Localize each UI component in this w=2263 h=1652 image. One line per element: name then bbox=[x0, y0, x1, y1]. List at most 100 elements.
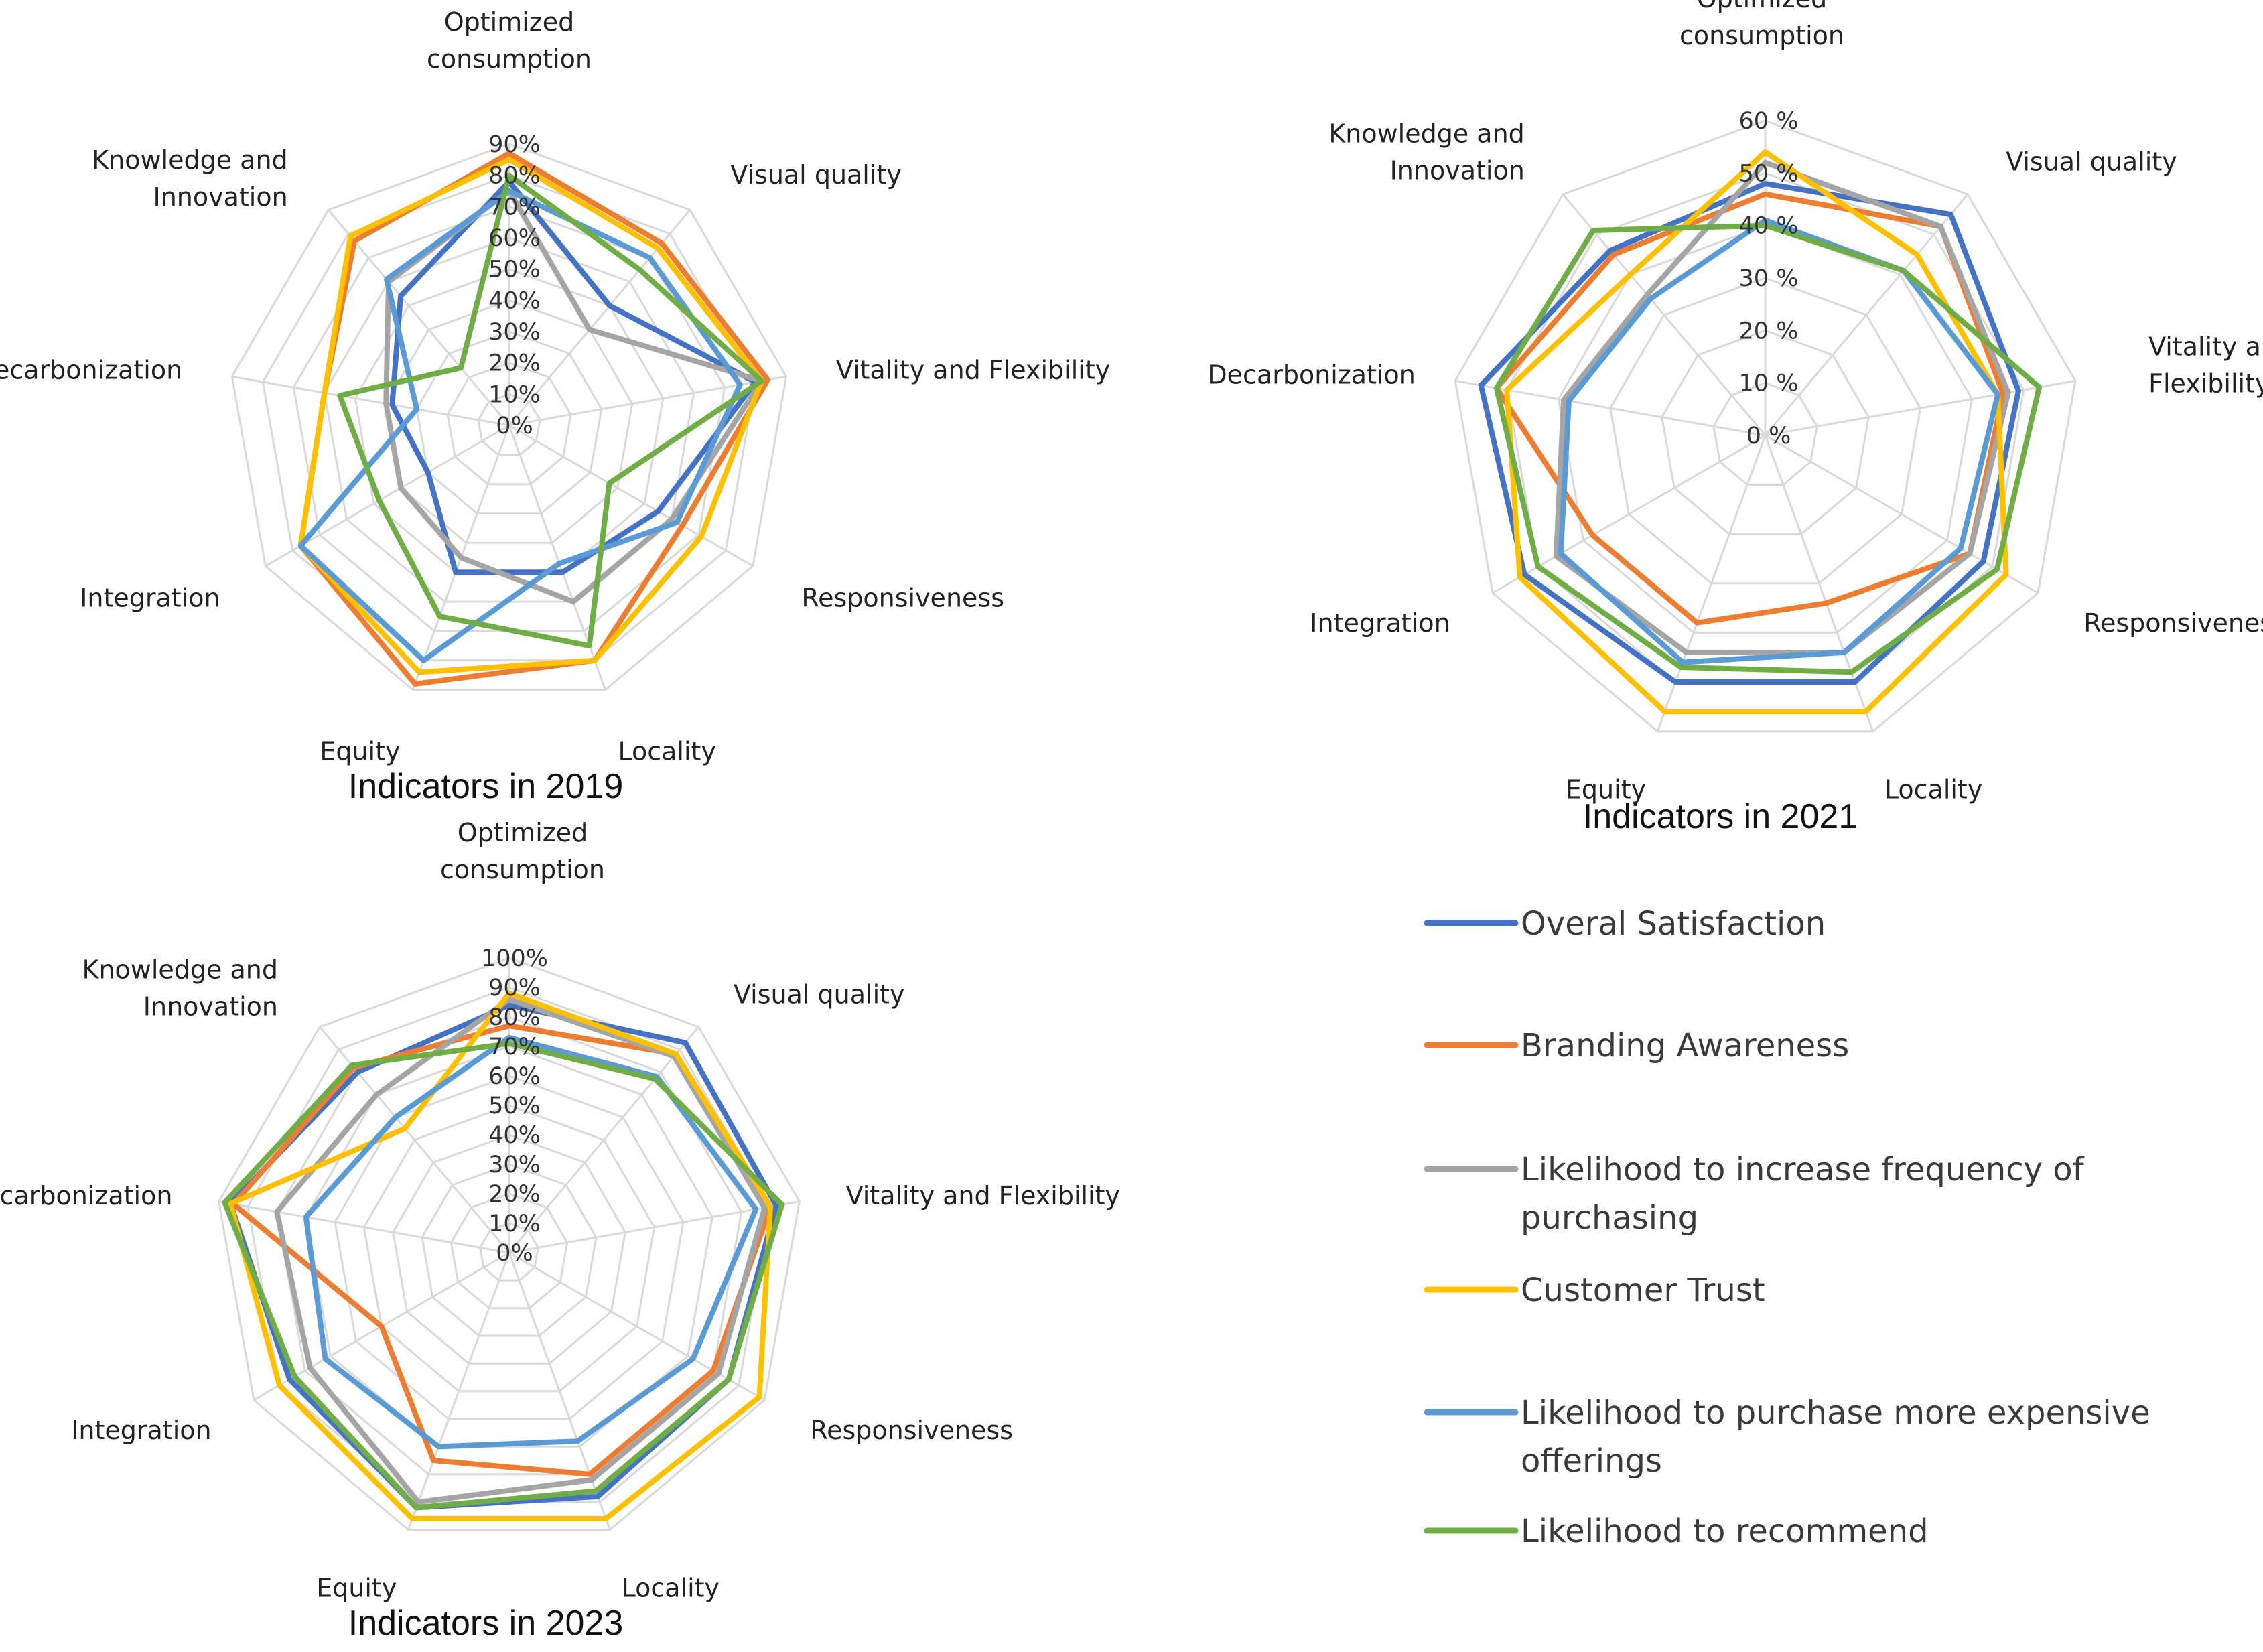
grid-ring bbox=[1609, 277, 1921, 585]
axis-label: Innovation bbox=[143, 992, 278, 1022]
legend-item-branding-awareness: Branding Awareness bbox=[1424, 1027, 1849, 1064]
axis-label: Visual quality bbox=[734, 980, 905, 1010]
series-line-likelihood-to-recommend-2021 bbox=[1493, 222, 2042, 675]
grid-spoke bbox=[327, 209, 510, 426]
tick-label: 60 % bbox=[1739, 108, 1799, 135]
axis-label: Equity bbox=[320, 736, 400, 766]
tick-label: 0 % bbox=[1746, 423, 1791, 450]
grid-spoke bbox=[508, 209, 691, 426]
grid-spoke bbox=[508, 424, 754, 567]
legend-label: Branding Awareness bbox=[1521, 1027, 1849, 1064]
axis-label: Vitality and Flexibility bbox=[846, 1181, 1120, 1211]
grid-ring bbox=[477, 393, 541, 456]
axis-label: Integration bbox=[71, 1416, 211, 1445]
grid-ring bbox=[275, 1016, 743, 1476]
series-line-likelihood-to-recommend-2019 bbox=[337, 172, 764, 648]
tick-label: 10% bbox=[488, 1211, 541, 1237]
series-line-customer-trust-2023 bbox=[228, 990, 773, 1521]
grid-spoke bbox=[1765, 379, 2076, 437]
grid-ring bbox=[421, 1163, 598, 1337]
tick-label: 100% bbox=[481, 945, 548, 972]
series-line-overal-satisfaction-2021 bbox=[1478, 181, 2021, 685]
tick-label: 40% bbox=[488, 1122, 541, 1149]
tick-label: 80% bbox=[488, 1004, 541, 1031]
tick-label: 50 % bbox=[1739, 160, 1799, 187]
axis-label: Responsiveness bbox=[810, 1416, 1013, 1445]
axis-label: Flexibility bbox=[2148, 369, 2263, 399]
tick-label: 0% bbox=[496, 1240, 533, 1267]
axis-label: Optimized bbox=[1697, 0, 1828, 13]
grid-ring bbox=[1712, 382, 1818, 486]
radar-chart-2021: 0 % 10 % 20 % 30 % 40 % 50 % 60 % Optimized con… bbox=[1207, 0, 2263, 836]
grid-ring bbox=[1454, 119, 2077, 733]
axis-label: Optimized bbox=[458, 818, 588, 847]
radar-series-2021 bbox=[1478, 149, 2042, 715]
legend-item-frequency-of-purchasing: Likelihood to increase frequency of purch… bbox=[1424, 1151, 2085, 1237]
radar-series-2023 bbox=[222, 990, 785, 1521]
grid-spoke bbox=[1765, 434, 2039, 594]
radar-chart-2023: 0% 10% 20% 30% 40% 50% 60% 70% 80%90% 100% Optimi… bbox=[0, 818, 1120, 1643]
radar-categories-2019: Optimized consumption Visual quality Vitali… bbox=[0, 7, 1110, 766]
axis-label: Locality bbox=[618, 736, 716, 766]
tick-label: 70% bbox=[488, 194, 541, 220]
axis-label: Optimized bbox=[444, 7, 575, 37]
series-line-customer-trust-2021 bbox=[1504, 149, 2009, 715]
series-line-frequency-of-purchasing-2019 bbox=[383, 188, 764, 605]
axis-label: Vitality and bbox=[2148, 332, 2263, 362]
grid-spoke bbox=[407, 1252, 510, 1531]
tick-label: 20 % bbox=[1739, 318, 1799, 344]
series-line-likelihood-to-recommend-2023 bbox=[222, 1040, 785, 1511]
radar-chart-2019: 0% 10% 20% 30% 40% 50% 60% 70% 80% 90% Optimized c… bbox=[0, 7, 1110, 806]
axis-label: Locality bbox=[622, 1573, 719, 1602]
tick-label: 50% bbox=[488, 1093, 541, 1119]
legend-label: offerings bbox=[1521, 1442, 1662, 1480]
grid-ring bbox=[362, 1104, 656, 1393]
grid-ring bbox=[334, 1075, 685, 1420]
series-line-frequency-of-purchasing-2021 bbox=[1553, 159, 2011, 655]
grid-spoke bbox=[1562, 194, 1767, 436]
axis-label: Knowledge and bbox=[92, 145, 287, 175]
axis-label: Visual quality bbox=[2006, 147, 2177, 177]
series-line-customer-trust-2019 bbox=[297, 157, 764, 675]
axis-label: Equity bbox=[1566, 775, 1646, 805]
grid-ring bbox=[230, 143, 788, 691]
series-line-expensive-offerings-2023 bbox=[303, 1034, 759, 1450]
axis-label: Responsiveness bbox=[2083, 608, 2263, 638]
tick-label: 40% bbox=[488, 287, 541, 314]
axis-label: Decarbonization bbox=[0, 356, 182, 385]
tick-label: 40 % bbox=[1739, 213, 1799, 240]
tick-label: 30% bbox=[488, 319, 541, 346]
axis-label: Integration bbox=[1310, 608, 1450, 638]
axis-label: Innovation bbox=[153, 182, 287, 212]
axis-label: Locality bbox=[1884, 775, 1982, 805]
tick-label: 90% bbox=[488, 131, 541, 158]
grid-spoke bbox=[508, 1251, 765, 1401]
grid-spoke bbox=[1492, 434, 1766, 594]
axis-label: Vitality and Flexibility bbox=[836, 356, 1110, 385]
axis-label: consumption bbox=[1679, 21, 1844, 50]
legend-label: Likelihood to recommend bbox=[1521, 1513, 1929, 1550]
grid-ring bbox=[392, 1133, 626, 1365]
tick-label: 30 % bbox=[1739, 265, 1799, 292]
axis-label: Decarbonization bbox=[0, 1181, 172, 1211]
legend-label: Likelihood to purchase more expensive bbox=[1521, 1394, 2150, 1432]
grid-ring bbox=[1661, 329, 1870, 535]
tick-label: 50% bbox=[488, 257, 541, 283]
axis-label: Innovation bbox=[1390, 156, 1525, 186]
legend-item-likelihood-to-recommend: Likelihood to recommend bbox=[1424, 1513, 1929, 1550]
series-line-expensive-offerings-2021 bbox=[1558, 217, 2001, 665]
legend-label: Overal Satisfaction bbox=[1521, 905, 1826, 943]
grid-ring bbox=[446, 362, 572, 486]
series-line-frequency-of-purchasing-2023 bbox=[274, 996, 768, 1505]
grid-ring bbox=[450, 1192, 569, 1310]
tick-label: 60% bbox=[488, 225, 541, 252]
chart-title-2019: Indicators in 2019 bbox=[348, 767, 624, 806]
tick-label: 0% bbox=[496, 413, 533, 439]
radar-ticks-2023: 0% 10% 20% 30% 40% 50% 60% 70% 80%90% 100% bbox=[481, 945, 548, 1267]
axis-label: Visual quality bbox=[730, 160, 902, 190]
tick-label: 60% bbox=[488, 1063, 541, 1090]
tick-label: 80% bbox=[488, 163, 541, 190]
radar-series-2019 bbox=[297, 151, 770, 687]
grid-ring bbox=[479, 1222, 539, 1282]
tick-label: 10% bbox=[488, 381, 541, 408]
